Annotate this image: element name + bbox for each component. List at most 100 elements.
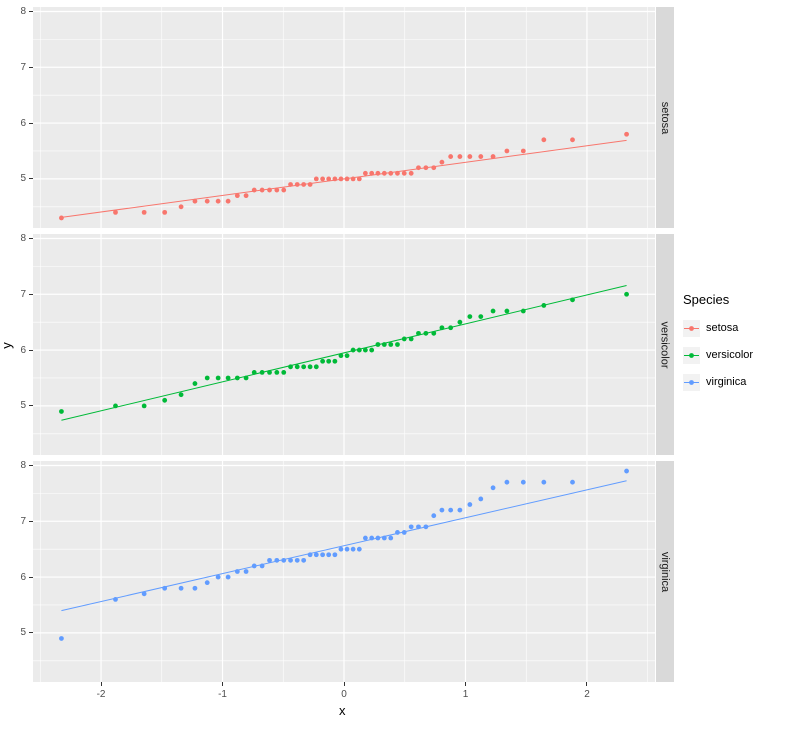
data-point (395, 170, 400, 176)
data-point (381, 170, 387, 176)
x-tick-label: -2 (96, 689, 106, 700)
x-tick-label: 1 (462, 689, 469, 700)
data-point (178, 392, 184, 398)
y-tick-mark (29, 632, 33, 634)
data-point (457, 507, 463, 513)
y-tick-mark (29, 66, 33, 68)
data-point (59, 409, 64, 414)
legend-entry-versicolor: versicolor (683, 344, 753, 366)
data-point (243, 193, 249, 199)
data-point (313, 552, 319, 558)
data-point (624, 291, 629, 297)
legend-entry-virginica: virginica (683, 371, 753, 393)
data-point (467, 502, 473, 507)
qq-line (61, 480, 627, 612)
data-point (362, 347, 368, 353)
data-point (541, 479, 547, 485)
data-point (243, 569, 249, 574)
data-point (215, 198, 221, 204)
data-point (307, 182, 313, 187)
data-point (504, 308, 510, 314)
data-point (259, 563, 265, 569)
data-point (251, 187, 257, 193)
legend-key-versicolor-icon (683, 346, 700, 364)
y-tick-mark (29, 293, 33, 295)
legend-entry-setosa: setosa (683, 317, 753, 339)
data-point (288, 182, 293, 187)
y-tick-mark (29, 464, 33, 466)
data-point (141, 209, 147, 215)
x-tick-mark (343, 682, 345, 686)
data-point (423, 165, 429, 171)
data-point (225, 375, 231, 381)
data-point (356, 176, 362, 182)
data-point (162, 397, 168, 403)
data-point (408, 336, 414, 342)
facet-strip-label-setosa: setosa (659, 101, 672, 134)
data-point (274, 557, 280, 563)
x-tick-mark (222, 682, 224, 686)
data-point (225, 574, 231, 580)
y-tick-label: 7 (20, 515, 26, 527)
data-point (369, 535, 375, 541)
y-tick-mark (29, 405, 33, 407)
data-point (301, 364, 307, 370)
data-point (259, 187, 265, 193)
data-point (281, 557, 287, 563)
facet-strip-setosa: setosa (656, 7, 674, 228)
y-tick-mark (29, 576, 33, 578)
data-point (439, 507, 445, 513)
data-point (320, 176, 326, 182)
data-point (162, 585, 168, 591)
data-point (408, 524, 414, 530)
data-point (388, 535, 394, 541)
y-tick-label: 7 (20, 61, 26, 73)
data-point (624, 131, 629, 137)
legend-title: Species (683, 292, 730, 307)
facet-panel-setosa (33, 7, 655, 228)
data-point (401, 336, 407, 342)
data-point (215, 574, 221, 580)
data-point (423, 330, 429, 336)
data-point (162, 209, 168, 215)
data-point (520, 479, 526, 485)
legend-key-virginica-icon (683, 373, 700, 391)
data-point (281, 187, 287, 193)
data-point (478, 314, 484, 319)
data-point (570, 297, 575, 303)
data-point (313, 176, 319, 182)
data-point (251, 370, 257, 375)
data-point (192, 585, 198, 591)
data-point (192, 198, 198, 204)
data-point (320, 552, 326, 558)
data-point (369, 347, 375, 353)
data-point (448, 507, 454, 513)
data-point (520, 308, 526, 314)
legend-key-point (689, 379, 694, 385)
data-point (288, 557, 293, 563)
data-point (234, 569, 240, 574)
data-point (490, 154, 496, 159)
data-point (570, 479, 575, 485)
data-point (388, 170, 394, 176)
data-point (381, 535, 387, 541)
y-tick-mark (29, 122, 33, 124)
data-point (141, 591, 147, 597)
data-point (234, 375, 240, 381)
data-point (520, 148, 526, 154)
data-point (326, 358, 332, 364)
data-point (375, 170, 381, 176)
data-point (381, 342, 387, 347)
data-point (457, 154, 463, 159)
data-point (267, 557, 272, 563)
data-point (338, 546, 344, 552)
data-point (570, 137, 575, 143)
data-point (59, 215, 64, 221)
x-tick-mark (586, 682, 588, 686)
data-point (204, 375, 210, 381)
data-point (113, 403, 118, 409)
data-point (350, 546, 356, 552)
data-point (624, 468, 629, 474)
legend-key-point (689, 352, 694, 358)
